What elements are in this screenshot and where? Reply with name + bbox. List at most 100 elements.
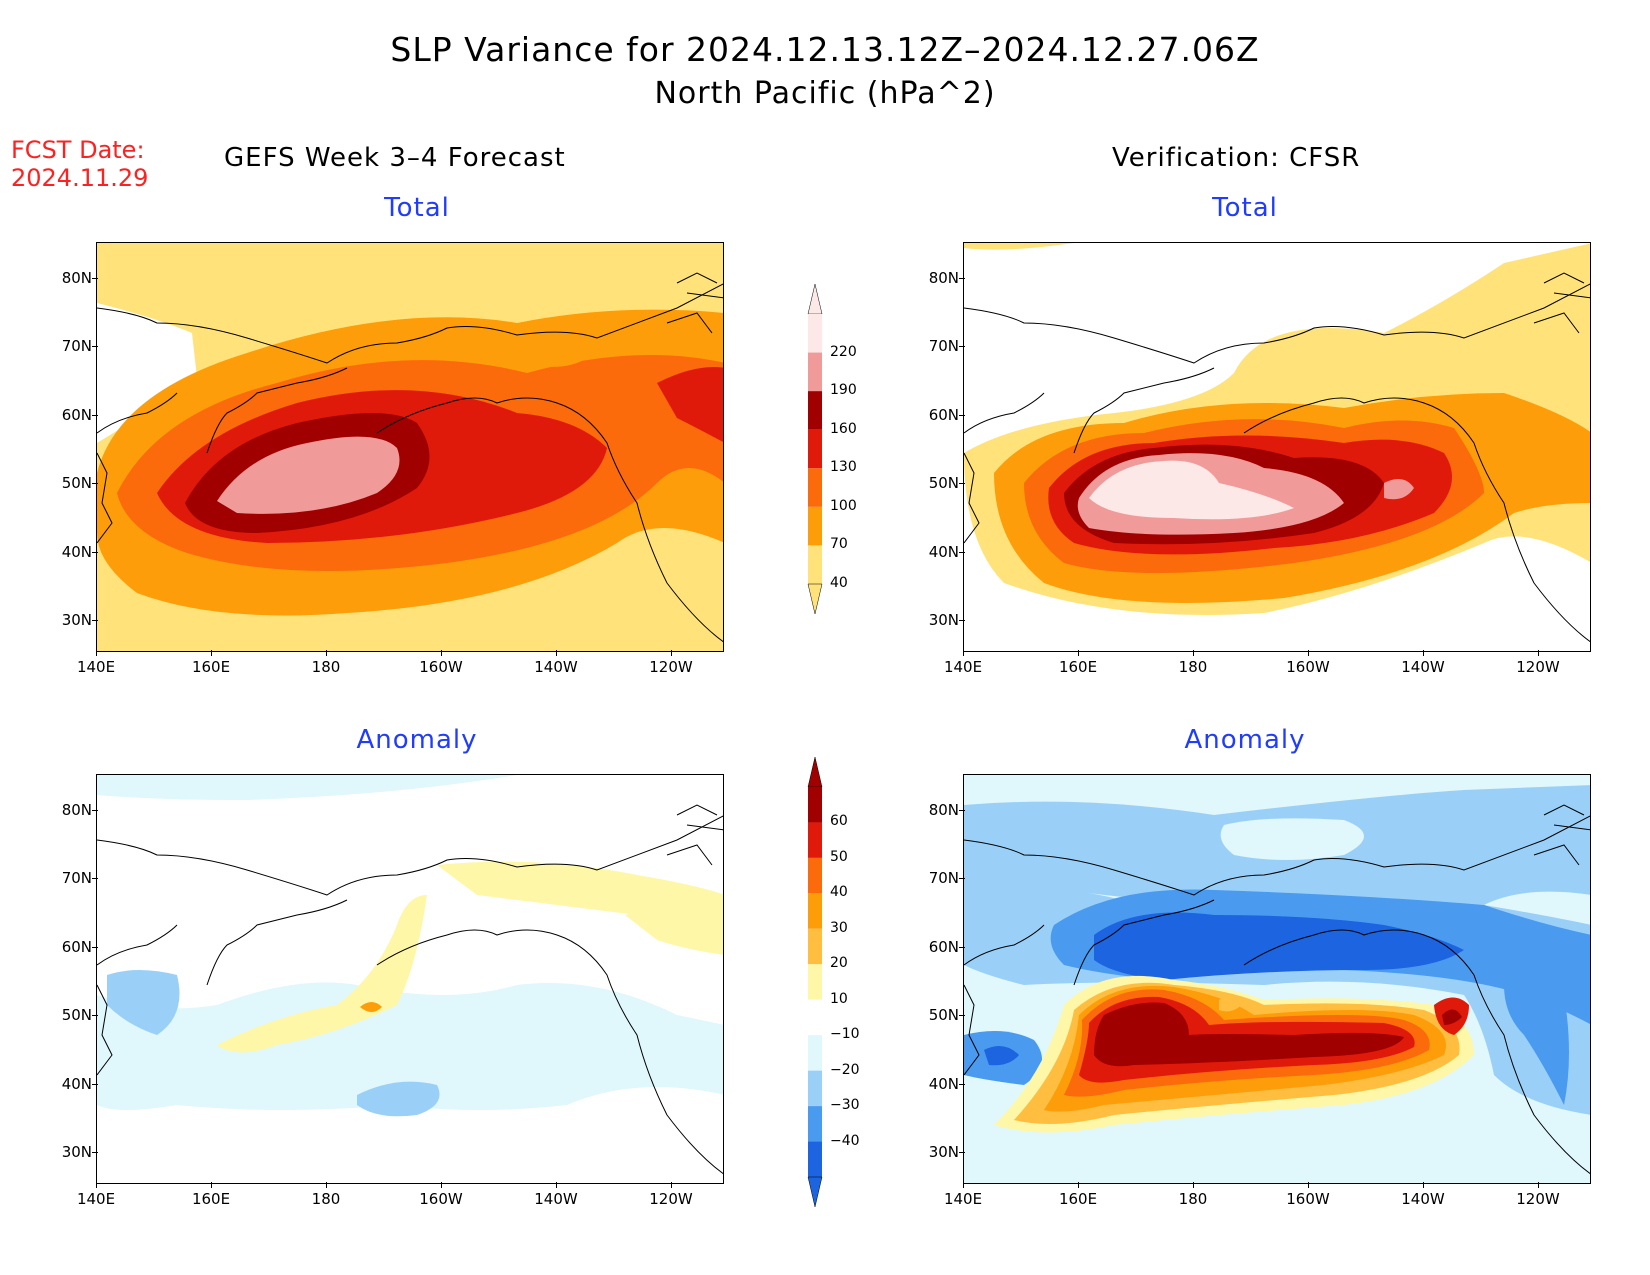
lon-tick [1078,1182,1079,1188]
lat-tick [959,346,965,347]
lat-tick [92,1015,98,1016]
lon-label: 140E [76,658,116,676]
lon-tick [441,650,442,656]
colorbar-segment [808,928,822,965]
lon-tick [556,1182,557,1188]
lat-tick [92,878,98,879]
colorbar-label: 190 [830,382,857,399]
colorbar-label: −30 [830,1097,860,1114]
lon-tick [963,650,964,656]
lat-label: 80N [928,269,959,287]
colorbar-segment [808,468,822,507]
lat-label: 30N [928,611,959,629]
lat-tick [959,878,965,879]
lat-tick [92,278,98,279]
lon-tick [211,1182,212,1188]
colorbar-label: 30 [830,919,848,936]
lat-tick [959,947,965,948]
lon-label: 180 [311,658,341,676]
lon-label: 180 [311,1190,341,1208]
colorbar-label: −10 [830,1026,860,1043]
lat-label: 50N [61,1006,92,1024]
lon-label: 160E [191,658,231,676]
lat-label: 60N [61,938,92,956]
lat-label: 60N [61,406,92,424]
colorbar-segment [808,545,822,584]
colorbar-segment [808,391,822,430]
colorbar-segment [808,822,822,858]
colorbar-segment [808,964,822,1000]
lat-tick [959,1015,965,1016]
lon-tick [1193,650,1194,656]
colorbar-label: 100 [830,497,857,514]
colorbar-label: 60 [830,813,848,830]
lat-tick [92,346,98,347]
lon-tick [1423,1182,1424,1188]
colorbar-top-arrow [807,756,823,788]
lon-label: 180 [1178,658,1208,676]
lon-label: 160W [1286,658,1330,676]
map-forecast-total [96,242,724,652]
map-verification-anomaly [963,774,1591,1184]
colorbar-segment [808,352,822,392]
lat-tick [959,1152,965,1153]
right-column-header: Verification: CFSR [1112,143,1361,173]
lon-label: 160E [1058,1190,1098,1208]
panel-title-bottom-right: Anomaly [1184,725,1306,755]
lat-tick [92,483,98,484]
colorbar-label: 130 [830,459,857,476]
lat-label: 70N [61,337,92,355]
lon-label: 160W [419,658,463,676]
map-forecast-anomaly [96,774,724,1184]
lat-label: 60N [928,406,959,424]
lon-label: 180 [1178,1190,1208,1208]
colorbar-label: 40 [830,575,848,591]
lat-tick [92,1152,98,1153]
lat-tick [959,415,965,416]
colorbar-label: 220 [830,343,857,360]
colorbar-label: 160 [830,420,857,437]
lat-tick [92,947,98,948]
colorbar-total [800,283,830,618]
lat-tick [959,483,965,484]
colorbar-segment [808,506,822,546]
colorbar-segment [808,999,822,1036]
fcst-date-label: FCST Date: [11,136,145,164]
lat-tick [92,415,98,416]
panel-title-bottom-left: Anomaly [356,725,478,755]
lat-tick [959,552,965,553]
lon-tick [1193,1182,1194,1188]
lon-tick [671,1182,672,1188]
lon-label: 140W [534,658,578,676]
lon-label: 120W [649,1190,693,1208]
lon-tick [441,1182,442,1188]
lon-label: 140W [1401,1190,1445,1208]
colorbar-label: 50 [830,848,848,865]
lat-label: 70N [928,869,959,887]
fcst-date-value: 2024.11.29 [11,164,149,192]
lon-label: 140E [76,1190,116,1208]
lat-label: 40N [928,543,959,561]
lon-tick [96,1182,97,1188]
lat-tick [959,278,965,279]
lon-tick [1308,1182,1309,1188]
lon-tick [211,650,212,656]
lat-tick [92,1084,98,1085]
lon-tick [1538,650,1539,656]
lon-tick [326,1182,327,1188]
lat-label: 30N [928,1143,959,1161]
lat-label: 50N [928,1006,959,1024]
colorbar-segment [808,893,822,929]
map-verification-total [963,242,1591,652]
lon-label: 120W [649,658,693,676]
lon-tick [1078,650,1079,656]
lon-tick [1423,650,1424,656]
lat-label: 70N [61,869,92,887]
lat-label: 40N [928,1075,959,1093]
lon-label: 120W [1516,658,1560,676]
colorbar-segment [808,429,822,469]
lon-label: 140E [943,658,983,676]
lon-label: 160E [1058,658,1098,676]
lat-tick [959,1084,965,1085]
lon-label: 120W [1516,1190,1560,1208]
